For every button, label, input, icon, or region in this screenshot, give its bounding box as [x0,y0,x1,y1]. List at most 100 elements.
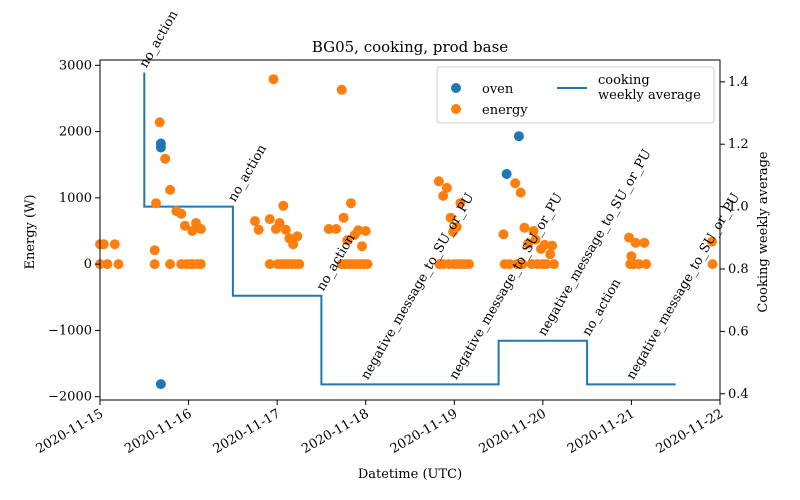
energy-point [331,224,342,234]
energy-point [292,231,303,242]
energy-point [274,218,285,228]
y-right-tick-label: 1.4 [728,75,749,90]
energy-point [445,212,456,223]
energy-point [517,259,528,270]
energy-point [288,239,299,250]
energy-point [455,198,466,209]
x-tick-label: 2020-11-19 [388,406,460,456]
oven-point [513,131,524,142]
energy-point [519,222,530,233]
oven-point [155,379,166,390]
energy-point [280,224,291,235]
energy-point [353,225,364,236]
energy-point [510,178,521,189]
energy-point [179,220,190,231]
cooking-weekly-average-line [143,72,676,386]
x-tick-label: 2020-11-21 [565,406,637,456]
y-right-tick-label: 1.0 [728,200,749,215]
energy-point [633,259,644,270]
y-left-tick-label: 3000 [59,58,92,73]
energy-point [268,74,279,85]
energy-point [342,235,353,246]
oven-point [155,142,166,153]
energy-point [187,226,198,236]
legend-marker-energy [451,104,461,114]
legend: oven energy cooking weekly average [436,66,715,124]
y-right-tick-label: 0.8 [728,262,749,277]
legend-marker-oven [451,83,461,93]
energy-point [630,237,641,248]
x-tick-label: 2020-11-18 [299,406,371,456]
energy-point [528,226,539,236]
energy-point [624,232,634,243]
y-right-tick-label: 0.6 [728,324,749,339]
energy-point [346,198,356,209]
energy-point [539,239,550,250]
energy-point [451,222,462,232]
annotation-label: negative_message_to_SU_or_PU [624,191,743,383]
energy-point [523,238,534,249]
energy-point [441,182,452,193]
energy-point [250,216,260,227]
x-axis-label: Datetime (UTC) [358,467,462,482]
energy-point [357,241,367,252]
energy-point [360,226,371,236]
energy-point [641,259,652,270]
energy-point [149,259,160,270]
y-left-tick-label: 1000 [59,191,92,206]
energy-point [362,259,373,270]
energy-point [195,259,206,270]
energy-point [113,259,124,270]
energy-point [160,153,171,164]
legend-label-oven: oven [482,82,514,97]
x-tick-label: 2020-11-20 [476,406,548,456]
y-right-tick-label: 0.4 [728,387,749,402]
energy-point [707,236,717,247]
x-tick-label: 2020-11-16 [122,406,194,456]
energy-point [336,84,347,95]
energy-point [165,259,176,270]
energy-point [151,198,161,209]
energy-point [165,184,176,195]
energy-point [195,224,206,234]
energy-point [264,214,275,225]
x-tick-label: 2020-11-15 [34,406,106,456]
annotation-label: no_action [137,8,182,71]
energy-point [504,259,515,270]
energy-point [530,234,541,245]
legend-frame [436,66,715,124]
series-layer [95,72,718,390]
legend-label-energy: energy [482,103,528,118]
y-left-tick-label: 0 [84,257,92,272]
y-right-tick-label: 1.2 [728,137,749,152]
energy-point [707,259,718,270]
energy-point [515,187,526,198]
chart-title: BG05, cooking, prod base [312,38,508,56]
energy-point [109,239,120,250]
x-tick-label: 2020-11-22 [654,406,726,456]
energy-point [433,176,444,187]
x-tick-label: 2020-11-17 [211,406,283,456]
energy-point [149,245,160,256]
energy-point [102,259,113,270]
energy-point [98,239,109,250]
y-left-tick-label: −1000 [48,323,92,338]
energy-point [438,190,449,201]
energy-point [253,224,264,235]
legend-label-cooking-line: cooking [598,73,650,88]
legend-label-cooking-line: weekly average [598,88,701,103]
energy-point [278,200,289,211]
y-left-tick-label: 2000 [59,125,92,140]
energy-point [323,224,334,234]
energy-point [264,259,275,270]
energy-point [639,237,650,248]
energy-point [154,117,165,128]
energy-point [176,208,187,219]
y-left-tick-label: −2000 [48,390,92,405]
annotation-label: no_action [225,142,270,205]
y-axis-label-right: Cooking weekly average [756,151,771,313]
axes-frame [99,59,721,401]
annotation-label: no_action [580,276,625,339]
energy-point [464,259,474,270]
